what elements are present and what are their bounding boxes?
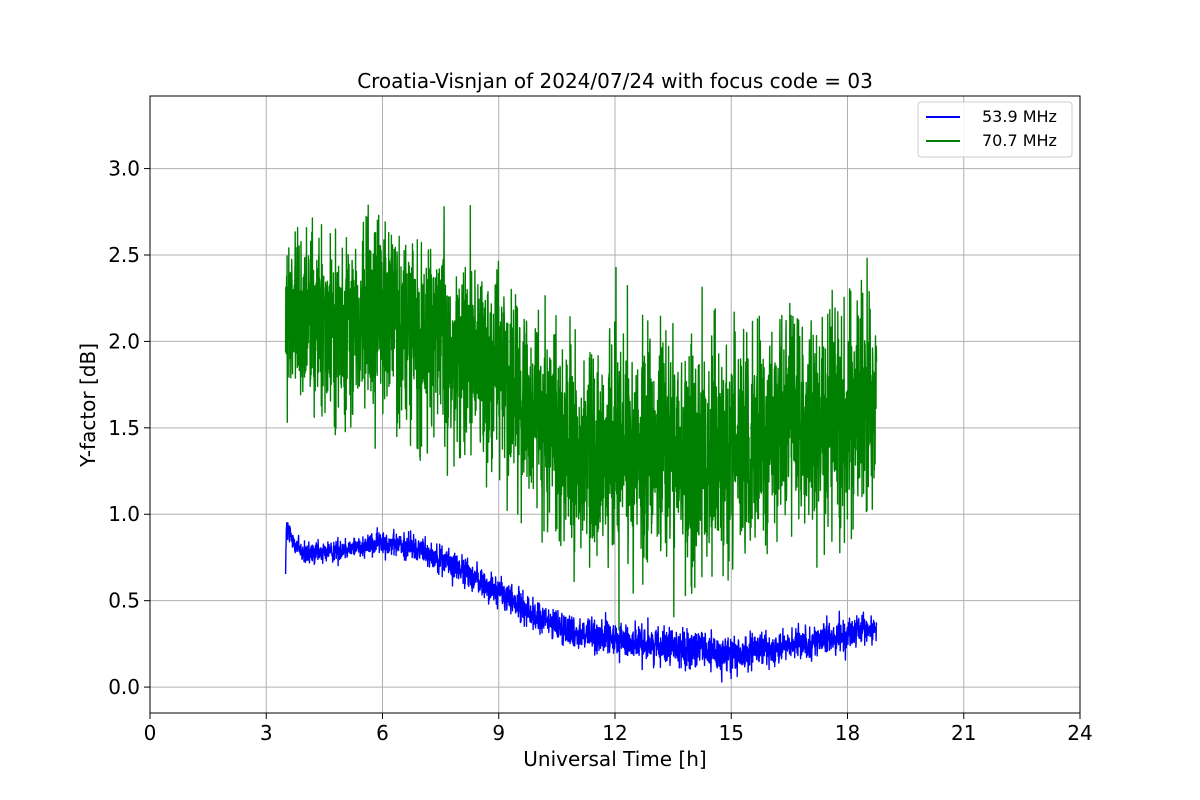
legend-label-53-9-mhz: 53.9 MHz [982,107,1057,126]
chart-title: Croatia-Visnjan of 2024/07/24 with focus… [357,69,873,93]
y-tick-label: 1.0 [108,502,140,526]
x-tick-label: 0 [144,721,157,745]
series-line-70-7-mhz [284,204,878,631]
x-tick-label: 3 [260,721,273,745]
legend: 53.9 MHz 70.7 MHz [917,101,1073,158]
y-tick-label: 1.5 [108,416,140,440]
x-tick-label: 12 [602,721,627,745]
x-axis-ticks: 0 3 6 9 12 15 18 21 24 [144,713,1093,745]
y-tick-label: 3.0 [108,157,140,181]
y-axis-ticks: 0.0 0.5 1.0 1.5 2.0 2.5 3.0 [108,157,150,699]
series-line-53-9-mhz [284,522,878,683]
legend-label-70-7-mhz: 70.7 MHz [982,131,1057,150]
x-tick-label: 21 [951,721,976,745]
x-axis-label: Universal Time [h] [523,747,706,771]
x-tick-label: 15 [719,721,744,745]
y-axis-label: Y-factor [dB] [76,343,100,468]
y-tick-label: 2.5 [108,243,140,267]
x-tick-label: 6 [376,721,389,745]
plot-area [284,204,878,683]
y-tick-label: 0.5 [108,589,140,613]
x-tick-label: 18 [835,721,860,745]
x-tick-label: 24 [1067,721,1092,745]
y-tick-label: 2.0 [108,329,140,353]
legend-box [917,101,1073,158]
x-tick-label: 9 [492,721,505,745]
y-tick-label: 0.0 [108,675,140,699]
